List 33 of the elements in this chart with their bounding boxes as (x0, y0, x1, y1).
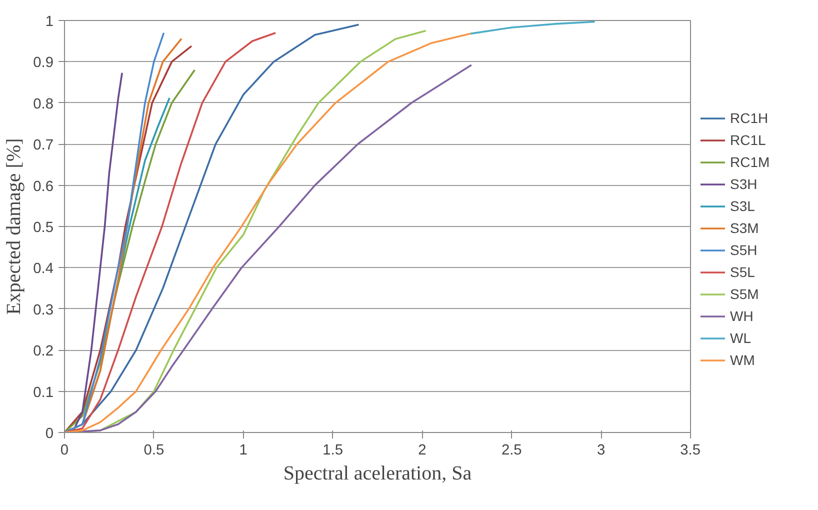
y-tick-label: 0.9 (33, 55, 54, 72)
legend-label: S3L (730, 198, 755, 214)
x-tick-label: 3.5 (680, 442, 700, 458)
x-tick-label: 0.5 (144, 442, 164, 458)
legend-label: RC1H (730, 110, 768, 126)
legend-label: WM (730, 352, 755, 368)
x-tick-label: 2 (418, 442, 426, 458)
y-tick-label: 0.4 (33, 261, 54, 278)
y-tick-label: 0 (45, 426, 54, 442)
y-tick-label: 0.2 (33, 344, 54, 360)
legend-label: RC1M (730, 154, 770, 170)
x-tick-label: 3 (596, 442, 606, 458)
legend-label: WH (730, 308, 754, 324)
x-tick-label: 0 (60, 442, 69, 458)
y-tick-label: 0.5 (33, 220, 54, 236)
y-tick-label: 0.1 (33, 384, 54, 401)
y-tick-label: 0.8 (33, 96, 54, 112)
legend-label: WL (730, 330, 751, 346)
y-tick-label: 0.7 (33, 138, 54, 154)
x-tick-label: 1 (239, 442, 248, 458)
y-tick-label: 0.6 (33, 178, 54, 195)
y-axis-title: Expected damage [%] (3, 138, 26, 315)
legend-label: S3H (730, 176, 758, 192)
legend-label: S5H (730, 242, 758, 258)
legend-label: S3M (730, 220, 759, 236)
x-tick-label: 2.5 (501, 442, 522, 458)
y-tick-label: 0.3 (33, 302, 54, 318)
y-tick-label: 1 (45, 14, 54, 30)
x-axis-title: Spectral aceleration, Sa (283, 462, 472, 484)
legend-label: S5M (730, 286, 759, 302)
legend-label: RC1L (730, 132, 766, 148)
x-tick-label: 1.5 (322, 442, 343, 458)
legend-label: S5L (730, 264, 755, 280)
